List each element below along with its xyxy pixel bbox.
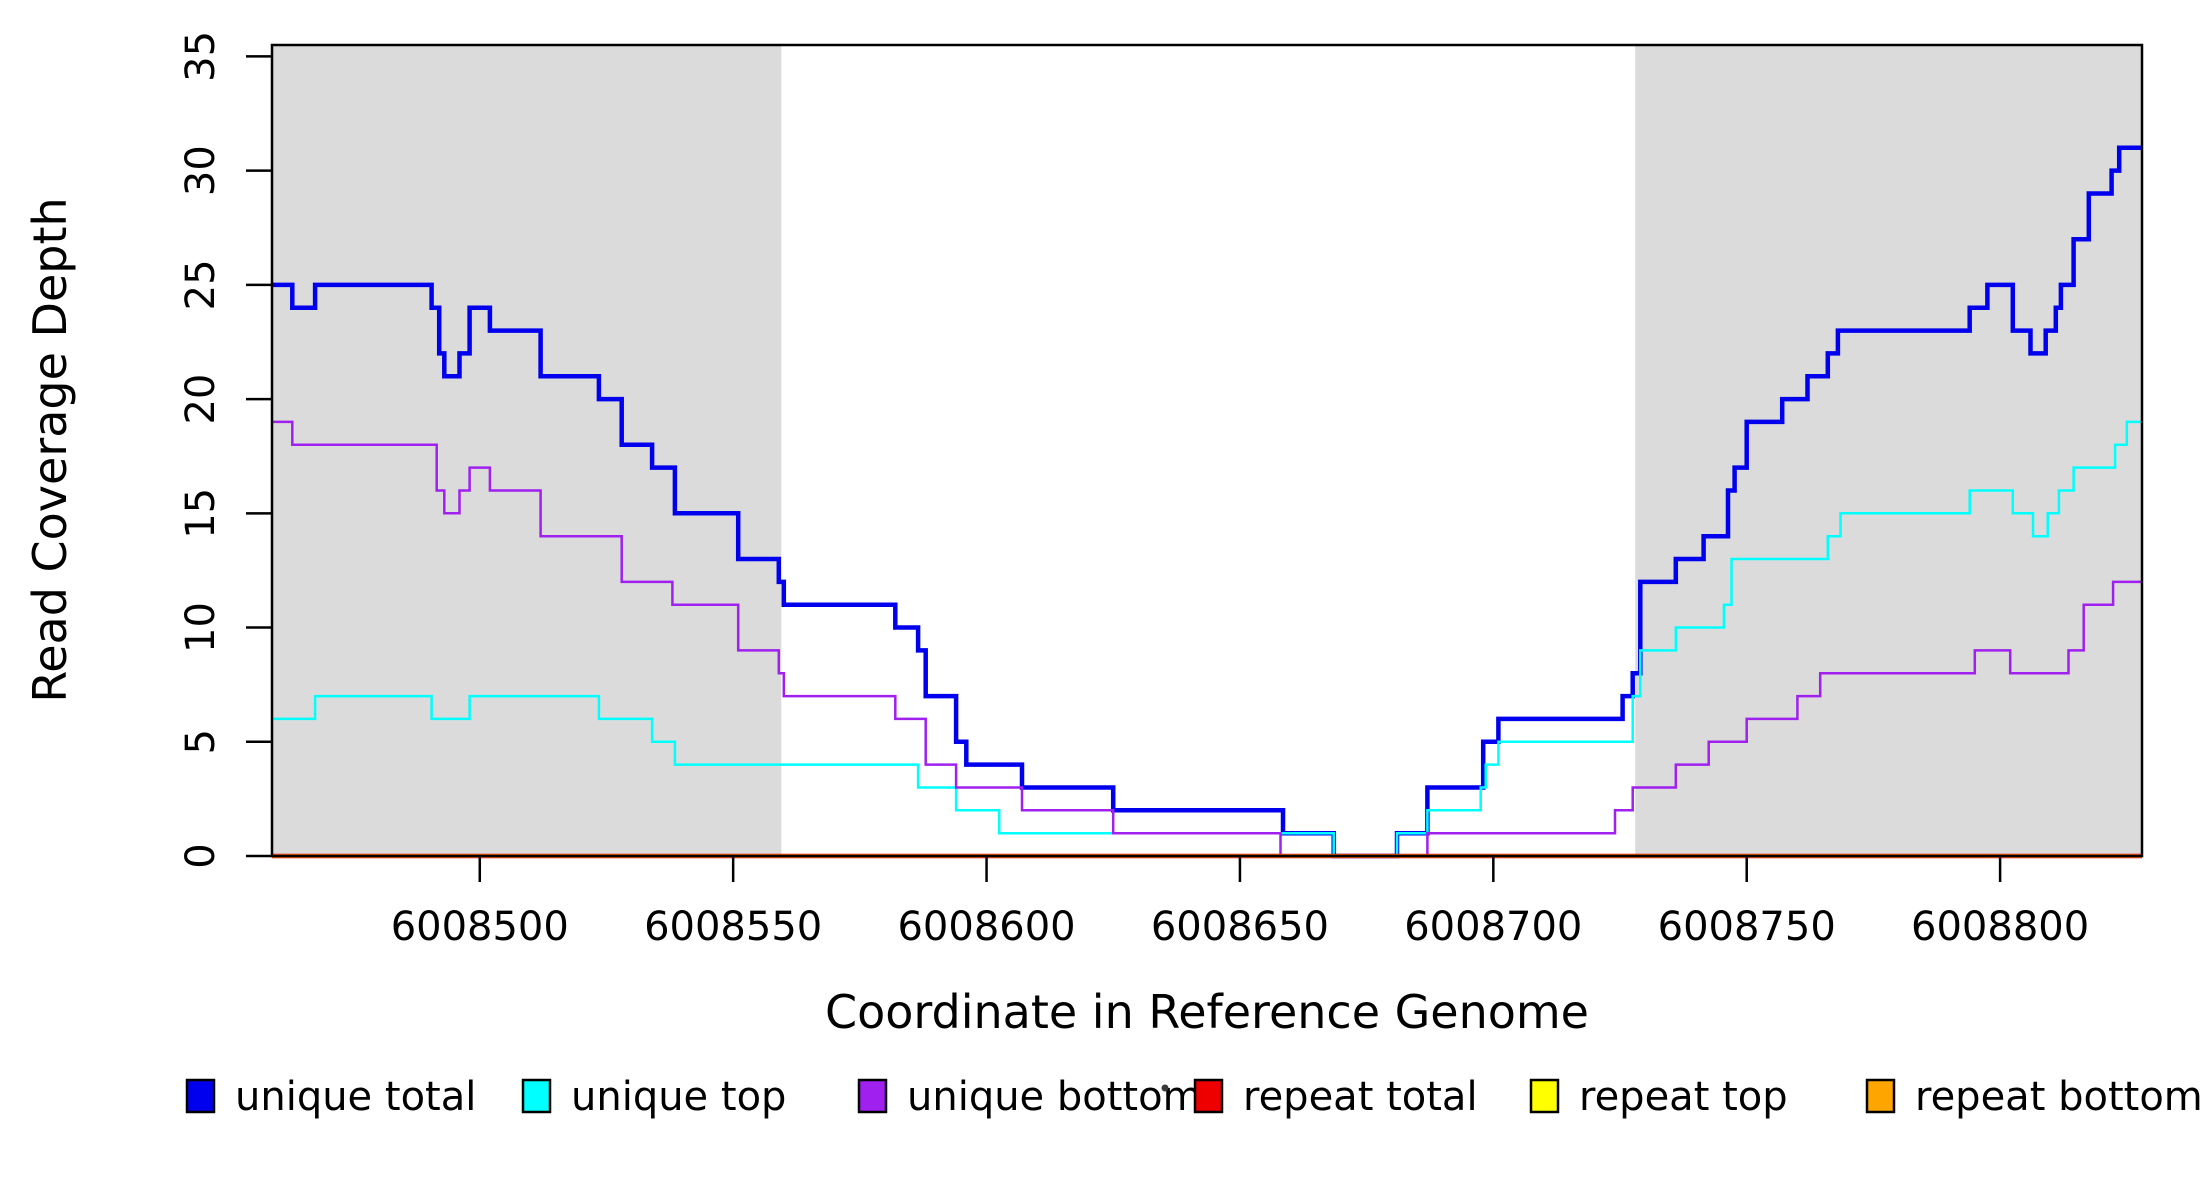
- legend-artifact-dot: [1161, 1084, 1169, 1092]
- series-line-unique-top: [272, 420, 2142, 858]
- x-tick-label: 6008700: [1404, 904, 1582, 950]
- legend-swatch-repeat-bottom: [1865, 1078, 1896, 1114]
- shaded-regions: [272, 45, 2142, 856]
- x-axis: 6008500 6008550 6008600 6008650 6008700 60087…: [391, 856, 2089, 950]
- legend-label-unique-bottom: unique bottom: [907, 1074, 1202, 1120]
- y-axis: 0 5 10 15 20 25 30 35: [178, 31, 272, 869]
- x-tick-label: 6008550: [644, 904, 822, 950]
- x-tick-label: 6008800: [1911, 904, 2089, 950]
- shaded-region: [272, 45, 782, 856]
- legend-swatch-unique-total: [185, 1078, 216, 1114]
- y-tick-label: 30: [178, 145, 224, 196]
- legend-label-repeat-bottom: repeat bottom: [1915, 1074, 2200, 1120]
- y-tick-label: 0: [178, 843, 224, 868]
- y-tick-label: 15: [178, 488, 224, 539]
- shaded-region: [1635, 45, 2142, 856]
- series-line-unique-bottom: [272, 420, 2142, 858]
- y-axis-title: Read Coverage Depth: [23, 197, 77, 702]
- y-tick-label: 5: [178, 729, 224, 754]
- x-tick-label: 6008500: [391, 904, 569, 950]
- plot-border-box: [270, 43, 2144, 858]
- legend-label-unique-total: unique total: [235, 1074, 476, 1120]
- x-axis-title: Coordinate in Reference Genome: [825, 985, 1589, 1039]
- legend-label-unique-top: unique top: [571, 1074, 786, 1120]
- legend-swatch-repeat-total: [1193, 1078, 1224, 1114]
- legend-swatch-unique-top: [521, 1078, 552, 1114]
- x-tick-label: 6008600: [897, 904, 1075, 950]
- legend-label-repeat-total: repeat total: [1243, 1074, 1478, 1120]
- y-tick-label: 10: [178, 602, 224, 653]
- legend: unique total unique top unique bottom repea…: [185, 1074, 2200, 1120]
- y-tick-label: 20: [178, 374, 224, 425]
- legend-swatch-repeat-top: [1529, 1078, 1560, 1114]
- x-tick-label: 6008650: [1151, 904, 1329, 950]
- legend-swatch-unique-bottom: [857, 1078, 888, 1114]
- y-tick-label: 35: [178, 31, 224, 82]
- legend-label-repeat-top: repeat top: [1579, 1074, 1788, 1120]
- y-tick-label: 25: [178, 259, 224, 310]
- x-tick-label: 6008750: [1658, 904, 1836, 950]
